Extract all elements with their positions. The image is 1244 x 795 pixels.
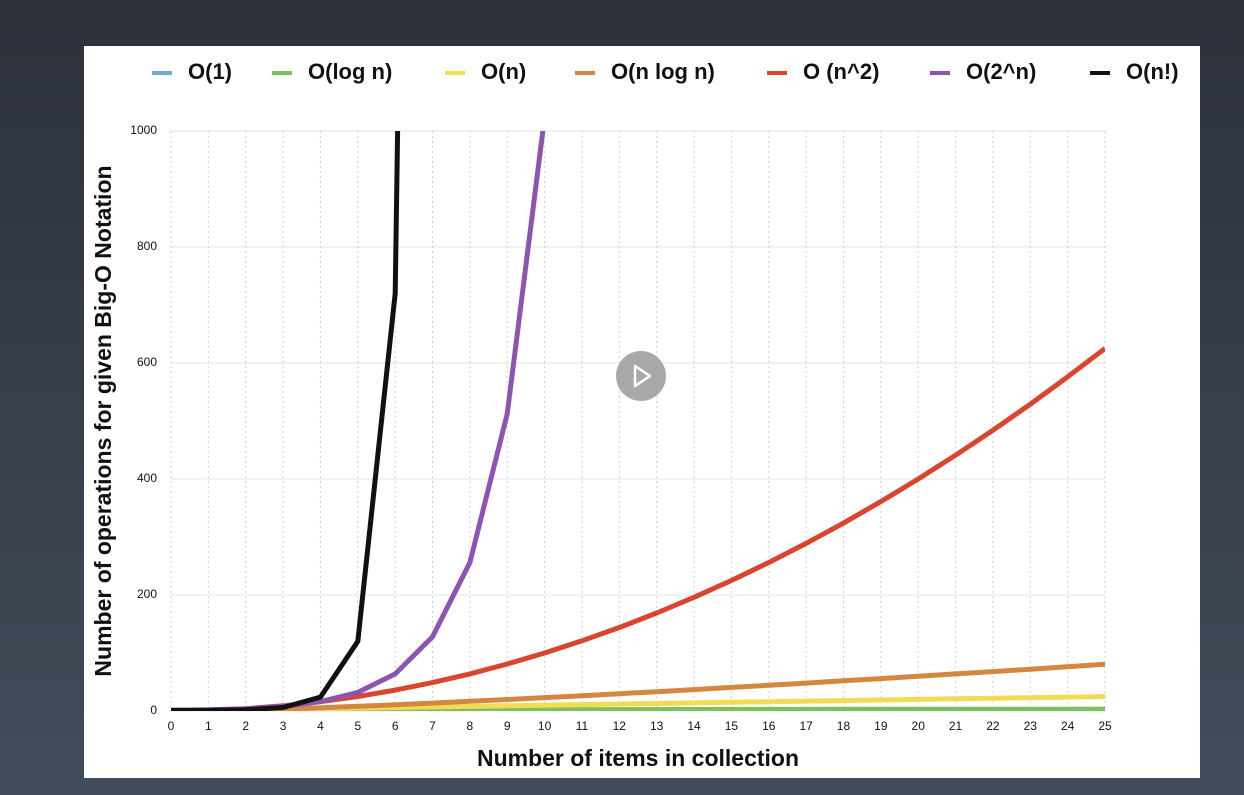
play-button[interactable] <box>616 351 666 401</box>
y-tick-label: 800 <box>137 239 157 253</box>
x-tick-label: 9 <box>504 719 511 733</box>
x-axis-label: Number of items in collection <box>477 745 799 771</box>
x-tick-label: 4 <box>317 719 324 733</box>
x-tick-label: 19 <box>874 719 888 733</box>
x-tick-label: 3 <box>280 719 287 733</box>
x-tick-label: 18 <box>837 719 851 733</box>
x-tick-label: 20 <box>912 719 926 733</box>
legend-label: O(n) <box>481 59 526 84</box>
legend-label: O(log n) <box>308 59 392 84</box>
y-tick-label: 600 <box>137 355 157 369</box>
legend-label: O(2^n) <box>966 59 1036 84</box>
x-tick-label: 14 <box>687 719 701 733</box>
x-tick-label: 5 <box>354 719 361 733</box>
x-tick-label: 1 <box>205 719 212 733</box>
x-tick-label: 8 <box>467 719 474 733</box>
legend-label: O(n log n) <box>611 59 715 84</box>
x-tick-label: 11 <box>576 719 589 733</box>
x-tick-label: 21 <box>949 719 963 733</box>
legend-label: O (n^2) <box>803 59 879 84</box>
legend-label: O(n!) <box>1126 59 1179 84</box>
x-tick-label: 13 <box>650 719 664 733</box>
x-tick-label: 23 <box>1024 719 1038 733</box>
x-tick-label: 15 <box>725 719 739 733</box>
x-tick-label: 25 <box>1098 719 1112 733</box>
chart-panel <box>84 46 1200 778</box>
x-tick-label: 24 <box>1061 719 1075 733</box>
play-icon[interactable] <box>633 364 652 388</box>
x-tick-label: 7 <box>429 719 436 733</box>
y-tick-label: 1000 <box>130 123 157 137</box>
y-tick-label: 200 <box>137 587 157 601</box>
y-tick-label: 0 <box>150 703 157 717</box>
grid <box>170 130 1106 712</box>
x-tick-label: 22 <box>986 719 1000 733</box>
x-tick-label: 2 <box>242 719 249 733</box>
x-tick-label: 6 <box>392 719 399 733</box>
x-tick-label: 10 <box>538 719 552 733</box>
x-tick-label: 12 <box>613 719 627 733</box>
series-line <box>171 131 401 711</box>
x-tick-label: 0 <box>168 719 175 733</box>
legend-label: O(1) <box>188 59 232 84</box>
x-tick-label: 16 <box>762 719 776 733</box>
plot-lines <box>171 131 1105 711</box>
y-axis-label: Number of operations for given Big-O Not… <box>90 165 116 676</box>
series-line <box>171 661 1105 711</box>
play-circle[interactable] <box>616 351 666 401</box>
x-tick-label: 17 <box>799 719 813 733</box>
y-tick-label: 400 <box>137 471 157 485</box>
